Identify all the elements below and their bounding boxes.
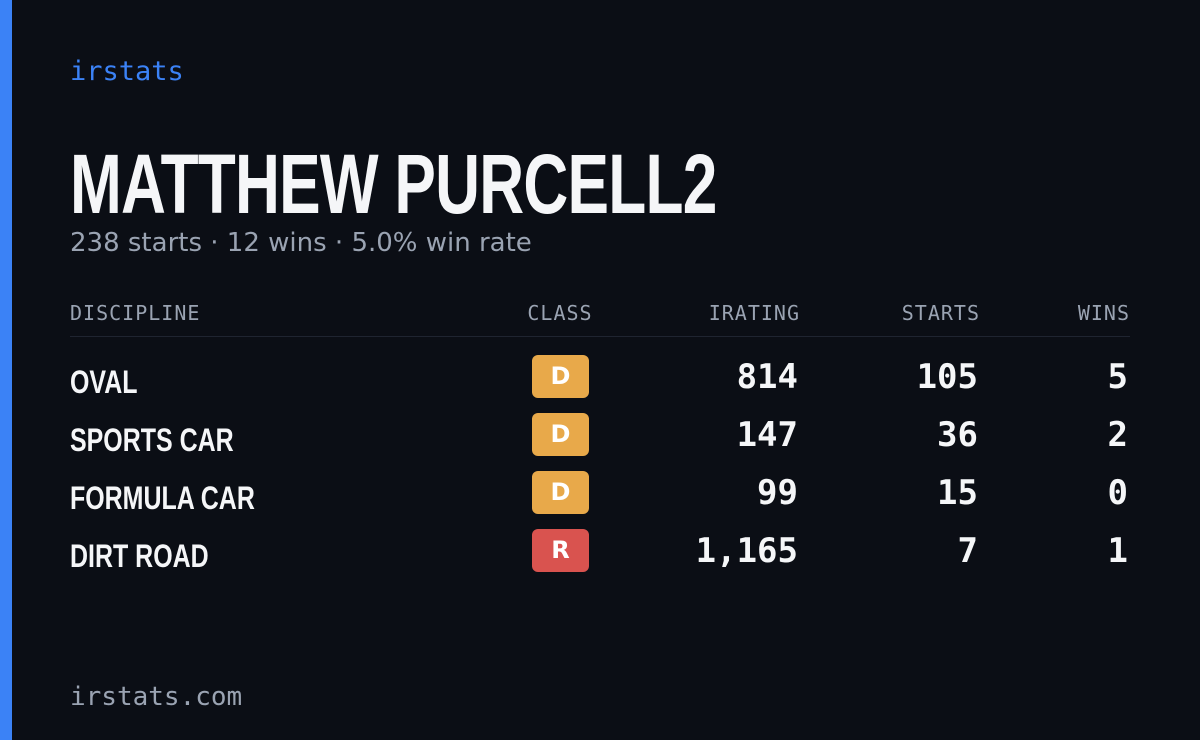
stat-value: 1,165 — [695, 531, 798, 571]
stat-value: 7 — [957, 531, 978, 571]
stat-value: 105 — [916, 357, 978, 397]
footer: irstats.com — [70, 682, 243, 712]
discipline: DIRT ROAD — [70, 538, 209, 574]
stat-value: 814 — [736, 357, 798, 397]
stat-value: 1 — [1107, 531, 1128, 571]
stat-value: 5 — [1107, 357, 1128, 397]
class-badge: D — [532, 413, 589, 456]
class-badge: D — [532, 471, 589, 514]
stat-value: 2 — [1107, 415, 1128, 455]
stat-value: 99 — [757, 473, 798, 513]
stat-value: 0 — [1107, 473, 1128, 513]
stat-value: 15 — [937, 473, 978, 513]
stat-value: 147 — [736, 415, 798, 455]
discipline: SPORTS CAR — [70, 422, 234, 458]
column-header: STARTS — [901, 301, 980, 325]
class-badge: D — [532, 355, 589, 398]
accent-bar — [0, 0, 12, 740]
stat-value: 36 — [937, 415, 978, 455]
class-badge: R — [532, 529, 589, 572]
column-header: WINS — [1077, 301, 1130, 325]
discipline: OVAL — [70, 364, 138, 400]
discipline: FORMULA CAR — [70, 480, 255, 516]
column-header: CLASS — [527, 301, 593, 325]
column-header: IRATING — [708, 301, 800, 325]
summary: 238 starts · 12 wins · 5.0% win rate — [70, 228, 532, 258]
header-rule — [70, 336, 1130, 337]
driver-name: MATTHEW PURCELL2 — [70, 137, 717, 231]
column-header: DISCIPLINE — [70, 301, 201, 325]
brand: irstats — [70, 56, 184, 87]
